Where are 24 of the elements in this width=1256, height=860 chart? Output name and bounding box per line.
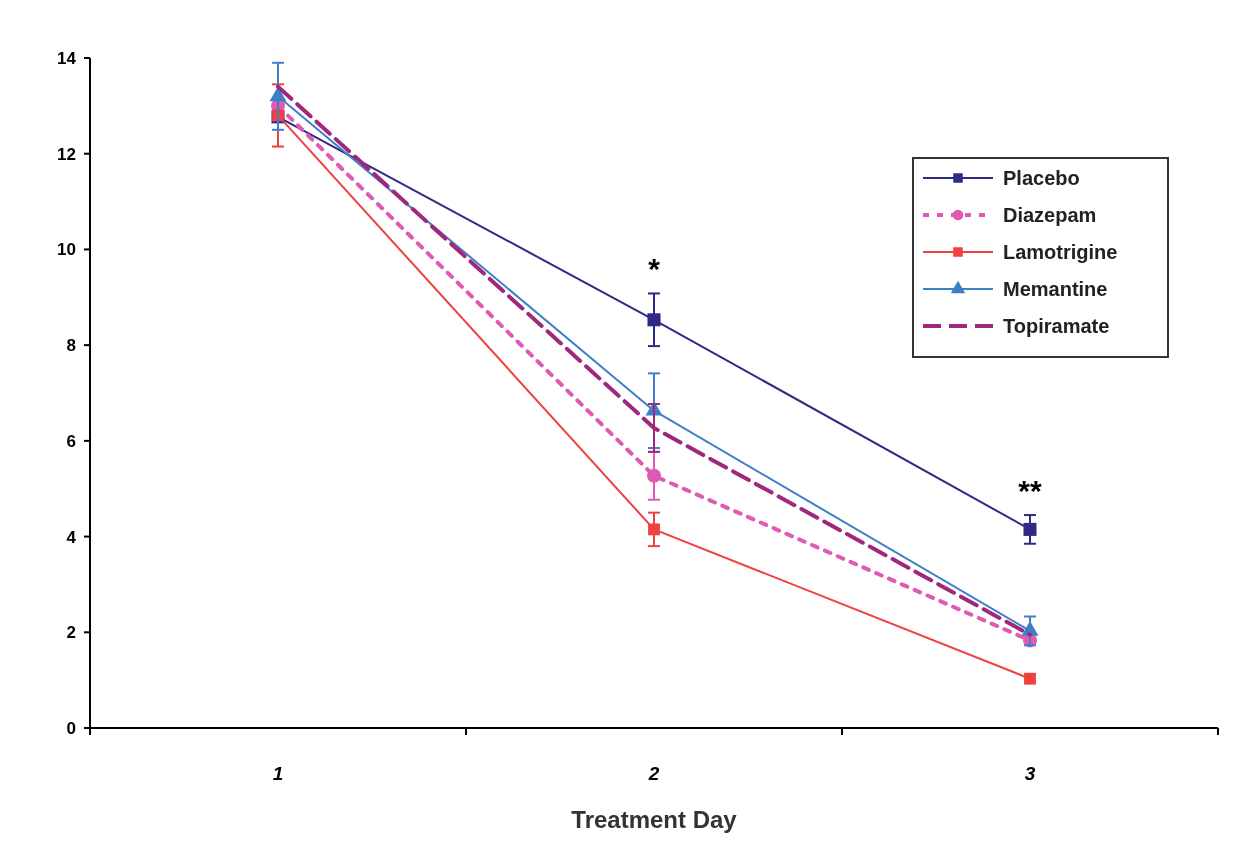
annotation: ** bbox=[1018, 474, 1042, 508]
x-tick-label: 1 bbox=[272, 763, 284, 784]
y-tick-label: 10 bbox=[57, 240, 76, 260]
y-tick-label: 2 bbox=[66, 623, 76, 643]
y-tick-label: 4 bbox=[66, 527, 77, 547]
y-tick-label: 12 bbox=[57, 144, 76, 164]
point bbox=[646, 468, 662, 483]
x-tick-label: 2 bbox=[647, 763, 660, 784]
y-tick-label: 14 bbox=[57, 48, 77, 68]
y-tick-label: 8 bbox=[66, 336, 76, 356]
x-tick-label: 3 bbox=[1024, 763, 1036, 784]
point bbox=[647, 313, 661, 327]
legend-label: Topiramate bbox=[1003, 315, 1110, 337]
legend-label: Placebo bbox=[1003, 167, 1080, 189]
point bbox=[1024, 672, 1036, 685]
legend-label: Lamotrigine bbox=[1003, 241, 1118, 263]
legend-label: Memantine bbox=[1003, 278, 1108, 300]
annotation: * bbox=[648, 252, 661, 286]
x-axis-title: Treatment Day bbox=[571, 806, 738, 833]
legend-label: Diazepam bbox=[1003, 204, 1097, 226]
point bbox=[648, 523, 660, 536]
y-tick-label: 0 bbox=[66, 718, 76, 738]
y-tick-label: 6 bbox=[66, 431, 76, 451]
point bbox=[1023, 522, 1037, 536]
